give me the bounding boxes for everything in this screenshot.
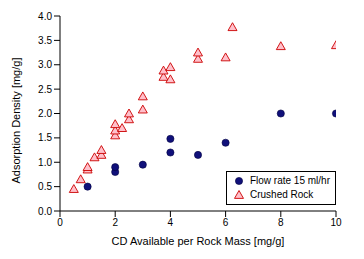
svg-text:3.5: 3.5 bbox=[38, 35, 52, 46]
svg-text:2: 2 bbox=[112, 217, 118, 228]
svg-text:6: 6 bbox=[223, 217, 229, 228]
svg-text:4: 4 bbox=[168, 217, 174, 228]
svg-text:2.0: 2.0 bbox=[38, 108, 52, 119]
html-text:Flow rate 15 ml/hr: Flow rate 15 ml/hr bbox=[250, 175, 330, 186]
svg-text:Adsorption Density [mg/g]: Adsorption Density [mg/g] bbox=[10, 58, 22, 184]
svg-text:10: 10 bbox=[330, 217, 342, 228]
svg-text:1.5: 1.5 bbox=[38, 132, 52, 143]
svg-text:3.0: 3.0 bbox=[38, 59, 52, 70]
svg-text:4.0: 4.0 bbox=[38, 11, 52, 22]
svg-text:2.5: 2.5 bbox=[38, 84, 52, 95]
svg-text:0.5: 0.5 bbox=[38, 181, 52, 192]
html-text:Crushed Rock: Crushed Rock bbox=[250, 189, 314, 200]
svg-text:CD Available per Rock Mass [mg: CD Available per Rock Mass [mg/g] bbox=[112, 235, 285, 247]
svg-text:1.0: 1.0 bbox=[38, 157, 52, 168]
svg-text:8: 8 bbox=[278, 217, 284, 228]
svg-text:0.0: 0.0 bbox=[38, 206, 52, 217]
svg-text:0: 0 bbox=[57, 217, 63, 228]
